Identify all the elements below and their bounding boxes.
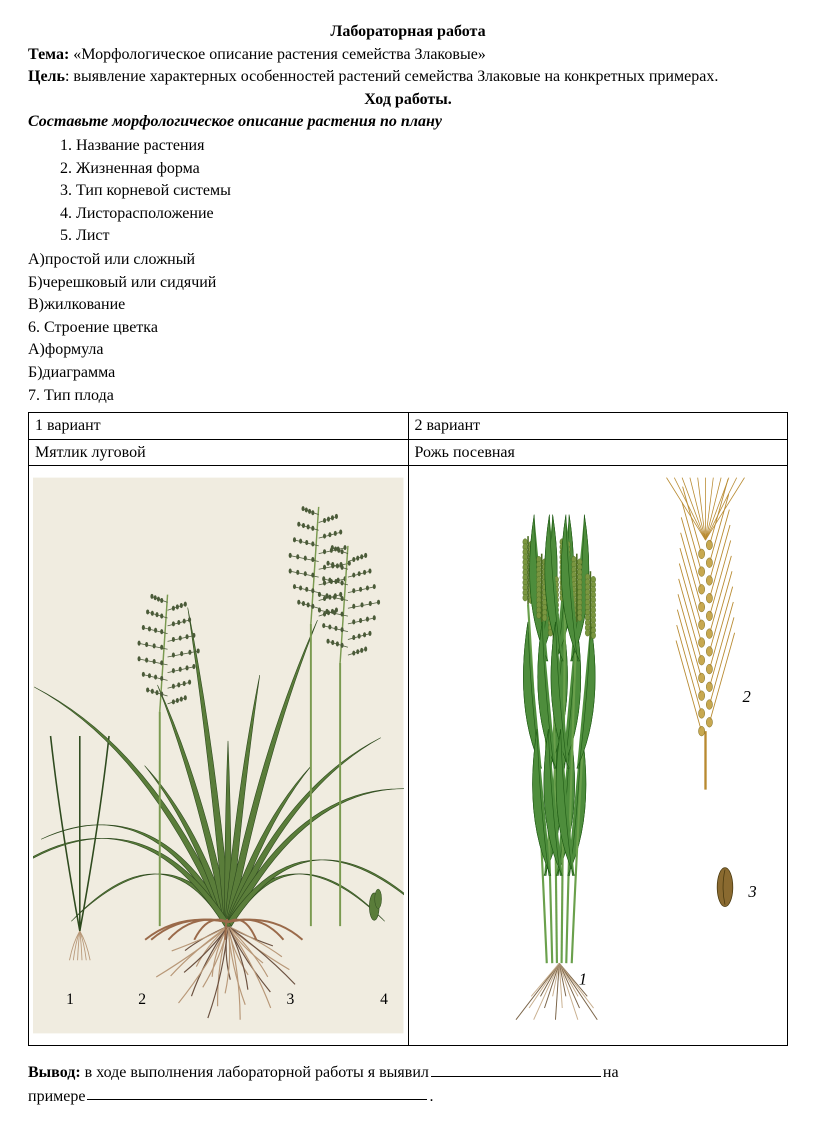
topic-label: Тема: xyxy=(28,46,69,63)
blank-line xyxy=(431,1060,601,1077)
sub-line: В)жилкование xyxy=(28,294,788,316)
conclusion: Вывод: в ходе выполнения лабораторной ра… xyxy=(28,1060,788,1107)
goal-line: Цель: выявление характерных особенностей… xyxy=(28,66,788,88)
plan-item: Тип корневой системы xyxy=(76,180,788,202)
topic-line: Тема: «Морфологическое описание растения… xyxy=(28,44,788,66)
svg-text:2: 2 xyxy=(742,687,750,706)
sub-line: 6. Строение цветка xyxy=(28,317,788,339)
plan-item: Жизненная форма xyxy=(76,158,788,180)
plan-item: Лист xyxy=(76,225,788,247)
plan-item: Листорасположение xyxy=(76,203,788,225)
plan-list: Название растения Жизненная форма Тип ко… xyxy=(28,135,788,247)
variant2-header: 2 вариант xyxy=(408,413,788,440)
svg-text:3: 3 xyxy=(747,882,756,901)
conclusion-period: . xyxy=(429,1087,433,1104)
svg-text:4: 4 xyxy=(380,991,388,1008)
plant1-name: Мятлик луговой xyxy=(29,439,409,466)
sub-line: А)формула xyxy=(28,339,788,361)
procedure-label: Ход работы. xyxy=(28,89,788,111)
sub-line: Б)диаграмма xyxy=(28,362,788,384)
svg-text:2: 2 xyxy=(138,991,146,1008)
conclusion-label: Вывод: xyxy=(28,1064,81,1081)
goal-label: Цель xyxy=(28,68,65,85)
svg-text:1: 1 xyxy=(66,991,74,1008)
plant2-illustration: 1 2 3 xyxy=(413,470,784,1041)
conclusion-text3: примере xyxy=(28,1087,85,1104)
svg-text:1: 1 xyxy=(578,970,586,989)
plant2-cell: 1 2 3 xyxy=(408,466,788,1046)
sub-line: Б)черешковый или сидячий xyxy=(28,272,788,294)
goal-text: : выявление характерных особенностей рас… xyxy=(65,68,718,85)
plant2-name: Рожь посевная xyxy=(408,439,788,466)
conclusion-text2: на xyxy=(603,1064,619,1081)
svg-text:3: 3 xyxy=(286,991,294,1008)
conclusion-text1: в ходе выполнения лабораторной работы я … xyxy=(81,1064,429,1081)
variants-table: 1 вариант 2 вариант Мятлик луговой Рожь … xyxy=(28,412,788,1046)
sub-line: А)простой или сложный xyxy=(28,249,788,271)
blank-line xyxy=(87,1084,427,1101)
plant1-cell: 1 2 3 4 xyxy=(29,466,409,1046)
instruction: Составьте морфологическое описание расте… xyxy=(28,111,788,133)
plan-item: Название растения xyxy=(76,135,788,157)
sub-line: 7. Тип плода xyxy=(28,385,788,407)
plant1-illustration: 1 2 3 4 xyxy=(33,470,404,1041)
variant1-header: 1 вариант xyxy=(29,413,409,440)
lab-title: Лабораторная работа xyxy=(28,21,788,43)
topic-text: «Морфологическое описание растения семей… xyxy=(69,46,486,63)
